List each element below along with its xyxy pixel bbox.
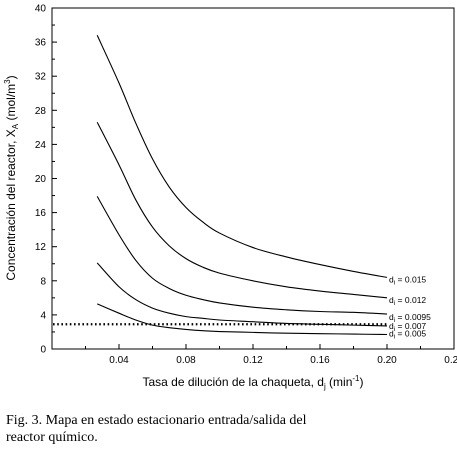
x-tick-label: 0.08 <box>176 355 196 366</box>
x-tick-label: 0.12 <box>243 355 263 366</box>
caption-line-2: reactor químico. <box>6 430 98 445</box>
y-tick-label: 8 <box>40 276 46 287</box>
y-tick-label: 12 <box>35 242 47 253</box>
y-tick-label: 0 <box>40 345 46 356</box>
y-axis-ticks: 0 4 8 12 16 20 24 28 32 36 40 <box>35 4 57 356</box>
series-line <box>96 121 388 299</box>
series-label: di = 0.0095 <box>389 312 431 324</box>
series-curves <box>96 35 388 336</box>
series-label: di = 0.005 <box>389 329 426 341</box>
series-line <box>96 196 388 315</box>
series-label: di = 0.015 <box>389 274 426 286</box>
y-tick-label: 28 <box>35 106 47 117</box>
figure-caption: Fig. 3. Mapa en estado estacionario entr… <box>6 412 446 446</box>
y-tick-label: 4 <box>40 310 46 321</box>
x-axis-ticks: 0.04 0.08 0.12 0.16 0.20 0.24 <box>85 344 457 366</box>
x-tick-label: 0.24 <box>444 355 457 366</box>
y-tick-label: 24 <box>35 140 47 151</box>
y-axis-label: Concentración del reactor, XA (mol/m3) <box>3 75 20 280</box>
series-line <box>97 303 388 336</box>
y-tick-label: 16 <box>35 208 47 219</box>
series-label: di = 0.007 <box>389 321 426 333</box>
y-tick-label: 32 <box>35 72 47 83</box>
y-tick-label: 20 <box>35 174 47 185</box>
x-tick-label: 0.20 <box>377 355 397 366</box>
caption-line-1: Fig. 3. Mapa en estado estacionario entr… <box>6 413 307 428</box>
series-line <box>96 35 388 278</box>
x-tick-label: 0.04 <box>109 355 129 366</box>
x-axis-label: Tasa de dilución de la chaqueta, dj (min… <box>142 374 363 391</box>
series-line <box>96 262 388 327</box>
y-tick-label: 36 <box>35 38 47 49</box>
chart: 0 4 8 12 16 20 24 28 32 36 40 0.04 0.08 0.12 0.16 0.20… <box>3 4 457 392</box>
series-label: di = 0.012 <box>389 295 426 307</box>
y-tick-label: 40 <box>35 4 47 15</box>
x-tick-label: 0.16 <box>310 355 330 366</box>
